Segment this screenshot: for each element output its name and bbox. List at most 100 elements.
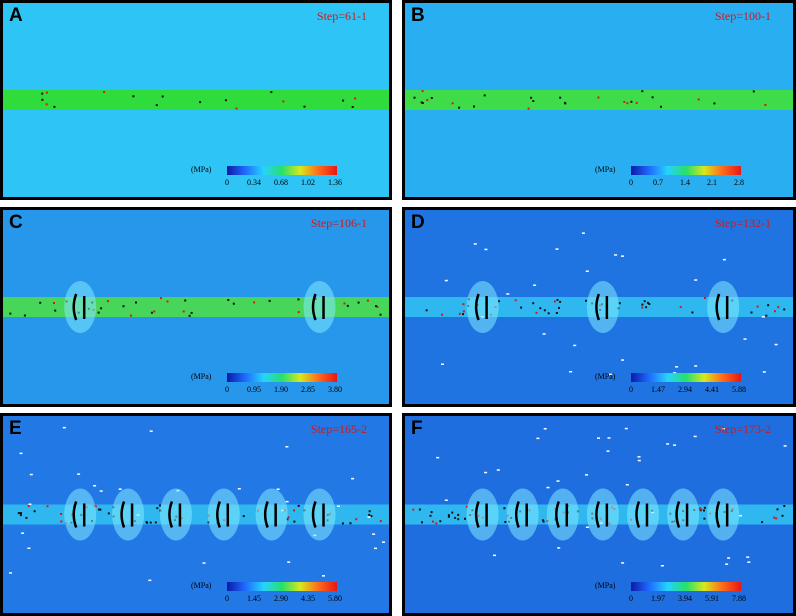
fracture-mark bbox=[297, 311, 300, 314]
colorbar-tick: 2.8 bbox=[734, 178, 744, 187]
fracture-mark bbox=[783, 445, 787, 447]
fracture-mark bbox=[202, 562, 206, 564]
stress-halo bbox=[546, 488, 579, 541]
fracture-mark bbox=[232, 302, 235, 305]
stress-halo bbox=[112, 488, 145, 541]
fracture-mark bbox=[493, 554, 496, 557]
fracture-mark bbox=[25, 516, 28, 519]
fracture-mark bbox=[370, 515, 373, 518]
fracture-mark bbox=[441, 363, 444, 365]
colorbar-legend: (MPa) 0 0.34 0.68 1.02 1.36 bbox=[191, 165, 375, 191]
fracture-mark bbox=[697, 98, 700, 101]
fracture-mark bbox=[621, 255, 624, 257]
colorbar-ticks: 0 0.95 1.90 2.85 3.80 bbox=[223, 385, 342, 395]
fracture-mark bbox=[462, 313, 464, 316]
fracture-mark bbox=[444, 499, 448, 501]
fracture-mark bbox=[297, 504, 300, 507]
fracture-mark bbox=[569, 371, 573, 373]
fracture-mark bbox=[346, 304, 349, 307]
fracture-mark bbox=[694, 365, 698, 367]
fracture-mark bbox=[270, 91, 273, 94]
panel-a: A Step=61-1 (MPa) 0 0.34 0.68 1.02 1.36 bbox=[0, 0, 392, 200]
unit-label: (MPa) bbox=[595, 581, 616, 590]
fracture-mark bbox=[700, 508, 703, 511]
fracture-mark bbox=[679, 306, 682, 309]
fracture-mark bbox=[774, 343, 778, 346]
stress-halo bbox=[64, 488, 97, 541]
fracture-mark bbox=[53, 105, 56, 108]
fracture-mark bbox=[60, 513, 62, 515]
stress-halo bbox=[159, 488, 192, 541]
fracture-mark bbox=[559, 96, 562, 99]
fracture-mark bbox=[747, 561, 751, 563]
stress-field bbox=[3, 210, 389, 404]
fracture-mark bbox=[457, 518, 460, 521]
fracture-mark bbox=[439, 520, 442, 523]
step-label: Step=165-2 bbox=[310, 422, 367, 436]
fracture-mark bbox=[184, 299, 187, 302]
fracture-mark bbox=[614, 254, 618, 256]
fracture-mark bbox=[457, 513, 460, 516]
macro-crack bbox=[514, 501, 528, 528]
fracture-mark bbox=[23, 314, 26, 317]
unit-label: (MPa) bbox=[191, 165, 212, 174]
colorbar-tick: 1.36 bbox=[328, 178, 342, 187]
fracture-mark bbox=[46, 505, 49, 508]
fracture-mark bbox=[379, 520, 382, 523]
stress-halo bbox=[303, 281, 336, 333]
stress-field bbox=[405, 416, 793, 613]
fracture-mark bbox=[430, 97, 433, 99]
colorbar-tick: 2.90 bbox=[274, 594, 288, 603]
stress-halo bbox=[466, 488, 499, 541]
fracture-mark bbox=[21, 532, 25, 534]
macro-crack bbox=[216, 501, 230, 528]
fracture-mark bbox=[285, 500, 289, 503]
unit-label: (MPa) bbox=[595, 372, 616, 381]
fracture-mark bbox=[100, 307, 103, 310]
colorbar bbox=[631, 373, 741, 382]
fracture-mark bbox=[451, 511, 454, 514]
fracture-mark bbox=[473, 105, 475, 108]
fracture-mark bbox=[420, 101, 423, 104]
fracture-mark bbox=[767, 304, 770, 307]
fracture-mark bbox=[743, 338, 747, 340]
colorbar bbox=[227, 582, 337, 591]
fracture-mark bbox=[774, 310, 776, 313]
macro-crack bbox=[474, 293, 488, 321]
colorbar-legend: (MPa) 0 1.45 2.90 4.35 5.80 bbox=[191, 581, 375, 607]
fracture-mark bbox=[418, 508, 421, 511]
fracture-mark bbox=[641, 303, 644, 306]
colorbar bbox=[631, 166, 741, 175]
fracture-mark bbox=[441, 313, 444, 316]
fracture-mark bbox=[135, 301, 137, 304]
fracture-mark bbox=[546, 486, 550, 489]
fracture-mark bbox=[367, 516, 371, 518]
fracture-mark bbox=[465, 505, 468, 508]
fracture-mark bbox=[643, 300, 646, 303]
fracture-mark bbox=[532, 100, 535, 102]
colorbar-tick: 0 bbox=[225, 385, 229, 394]
fracture-mark bbox=[421, 90, 424, 93]
fracture-mark bbox=[97, 311, 100, 314]
fracture-mark bbox=[190, 311, 193, 314]
fracture-mark bbox=[597, 437, 600, 439]
macro-crack bbox=[263, 501, 277, 528]
fracture-mark bbox=[156, 507, 159, 510]
fracture-mark bbox=[556, 298, 559, 301]
fracture-mark bbox=[155, 104, 158, 107]
fracture-mark bbox=[130, 314, 132, 317]
colorbar-ticks: 0 0.34 0.68 1.02 1.36 bbox=[223, 178, 342, 188]
fracture-mark bbox=[349, 522, 352, 525]
panel-f: F Step=173-2 (MPa) 0 1.97 3.94 5.91 7.88 bbox=[402, 413, 796, 616]
macro-crack bbox=[168, 501, 182, 528]
fracture-mark bbox=[268, 299, 271, 302]
fracture-mark bbox=[675, 366, 679, 368]
fracture-mark bbox=[637, 459, 641, 462]
fracture-mark bbox=[559, 300, 562, 303]
fracture-mark bbox=[148, 579, 152, 582]
colorbar-ticks: 0 1.97 3.94 5.91 7.88 bbox=[627, 594, 746, 604]
fracture-mark bbox=[413, 96, 416, 99]
stress-halo bbox=[466, 281, 499, 333]
fracture-mark bbox=[464, 517, 466, 520]
fracture-mark bbox=[547, 312, 550, 315]
